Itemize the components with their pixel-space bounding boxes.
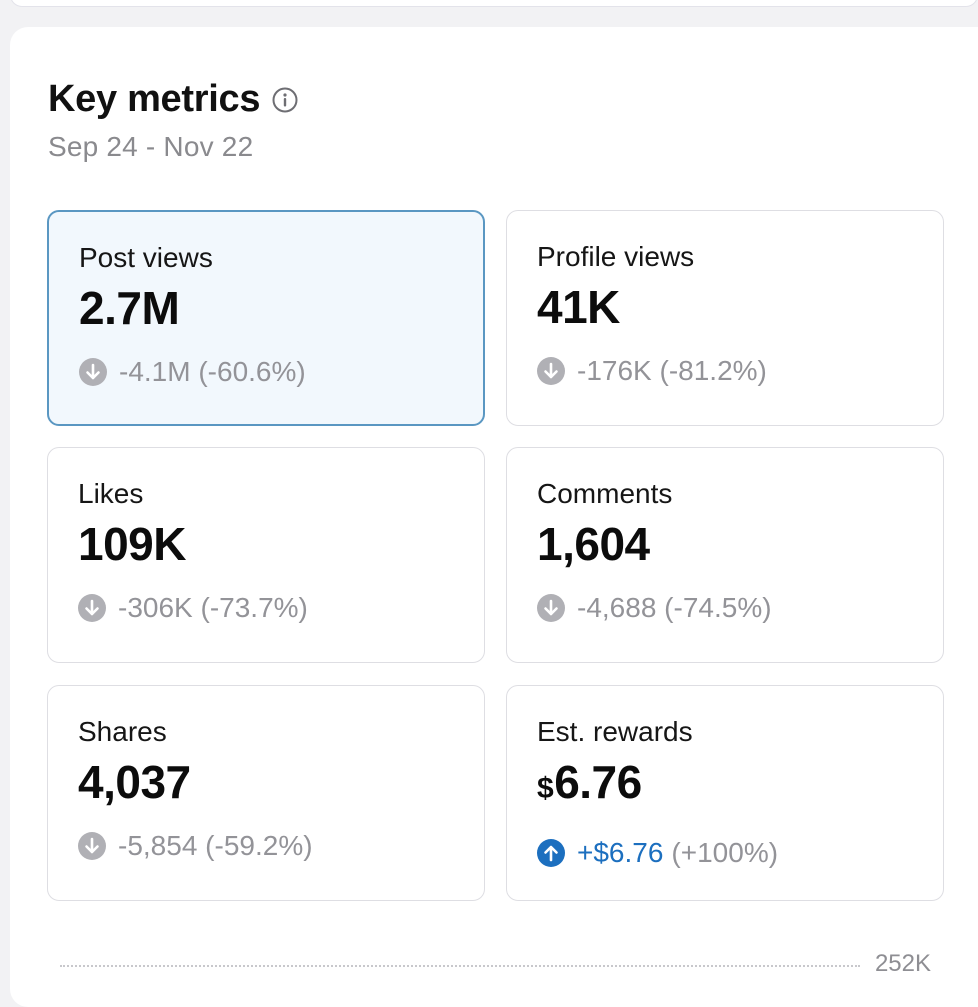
- arrow-down-circle-icon: [537, 594, 565, 622]
- currency-symbol: $: [537, 772, 554, 805]
- chart-gridline: [60, 965, 860, 967]
- metric-change: +$6.76 (+100%): [537, 837, 943, 869]
- metric-value: 41K: [537, 281, 620, 333]
- metric-card-shares[interactable]: Shares 4,037 -5,854 (-59.2%): [47, 685, 485, 901]
- metric-change-text: -176K (-81.2%): [577, 355, 767, 386]
- metric-change: -5,854 (-59.2%): [78, 830, 484, 862]
- metric-card-likes[interactable]: Likes 109K -306K (-73.7%): [47, 447, 485, 663]
- metric-change-text: -4.1M (-60.6%): [119, 356, 306, 387]
- metric-change-text: -4,688 (-74.5%): [577, 592, 772, 623]
- metric-change: -4.1M (-60.6%): [79, 356, 483, 388]
- metric-label: Shares: [78, 716, 167, 747]
- chart-max-label: 252K: [874, 950, 931, 977]
- info-icon[interactable]: [272, 87, 298, 113]
- metric-change-percent: (+100%): [671, 837, 779, 868]
- previous-section-card: [10, 0, 978, 7]
- metric-label: Post views: [79, 242, 213, 273]
- metric-value-number: 6.76: [554, 756, 642, 808]
- arrow-up-circle-icon: [537, 839, 565, 867]
- metric-label: Est. rewards: [537, 716, 693, 747]
- metric-change: -306K (-73.7%): [78, 592, 484, 624]
- metric-card-post-views[interactable]: Post views 2.7M -4.1M (-60.6%): [47, 210, 485, 426]
- arrow-down-circle-icon: [78, 594, 106, 622]
- metric-card-comments[interactable]: Comments 1,604 -4,688 (-74.5%): [506, 447, 944, 663]
- title-row: Key metrics: [48, 78, 298, 121]
- metric-value: 2.7M: [79, 282, 180, 334]
- arrow-down-circle-icon: [537, 357, 565, 385]
- metric-change-text: -5,854 (-59.2%): [118, 830, 313, 861]
- metric-value: $6.76: [537, 754, 943, 817]
- metric-change-amount: +$6.76: [577, 837, 664, 868]
- metric-change: -4,688 (-74.5%): [537, 592, 943, 624]
- metric-card-profile-views[interactable]: Profile views 41K -176K (-81.2%): [506, 210, 944, 426]
- metric-label: Likes: [78, 478, 144, 509]
- arrow-down-circle-icon: [79, 358, 107, 386]
- page-title: Key metrics: [48, 78, 261, 120]
- metric-label: Profile views: [537, 241, 695, 272]
- metric-value: 1,604: [537, 518, 650, 570]
- metric-label: Comments: [537, 478, 673, 509]
- metric-change: -176K (-81.2%): [537, 355, 943, 387]
- arrow-down-circle-icon: [78, 832, 106, 860]
- date-range[interactable]: Sep 24 - Nov 22: [48, 131, 254, 162]
- metric-card-est-rewards[interactable]: Est. rewards $6.76 +$6.76 (+100%): [506, 685, 944, 901]
- key-metrics-header: Key metrics Sep 24 - Nov 22: [48, 78, 298, 163]
- metric-change-text: -306K (-73.7%): [118, 592, 308, 623]
- metric-value: 109K: [78, 518, 186, 570]
- metric-value: 4,037: [78, 756, 191, 808]
